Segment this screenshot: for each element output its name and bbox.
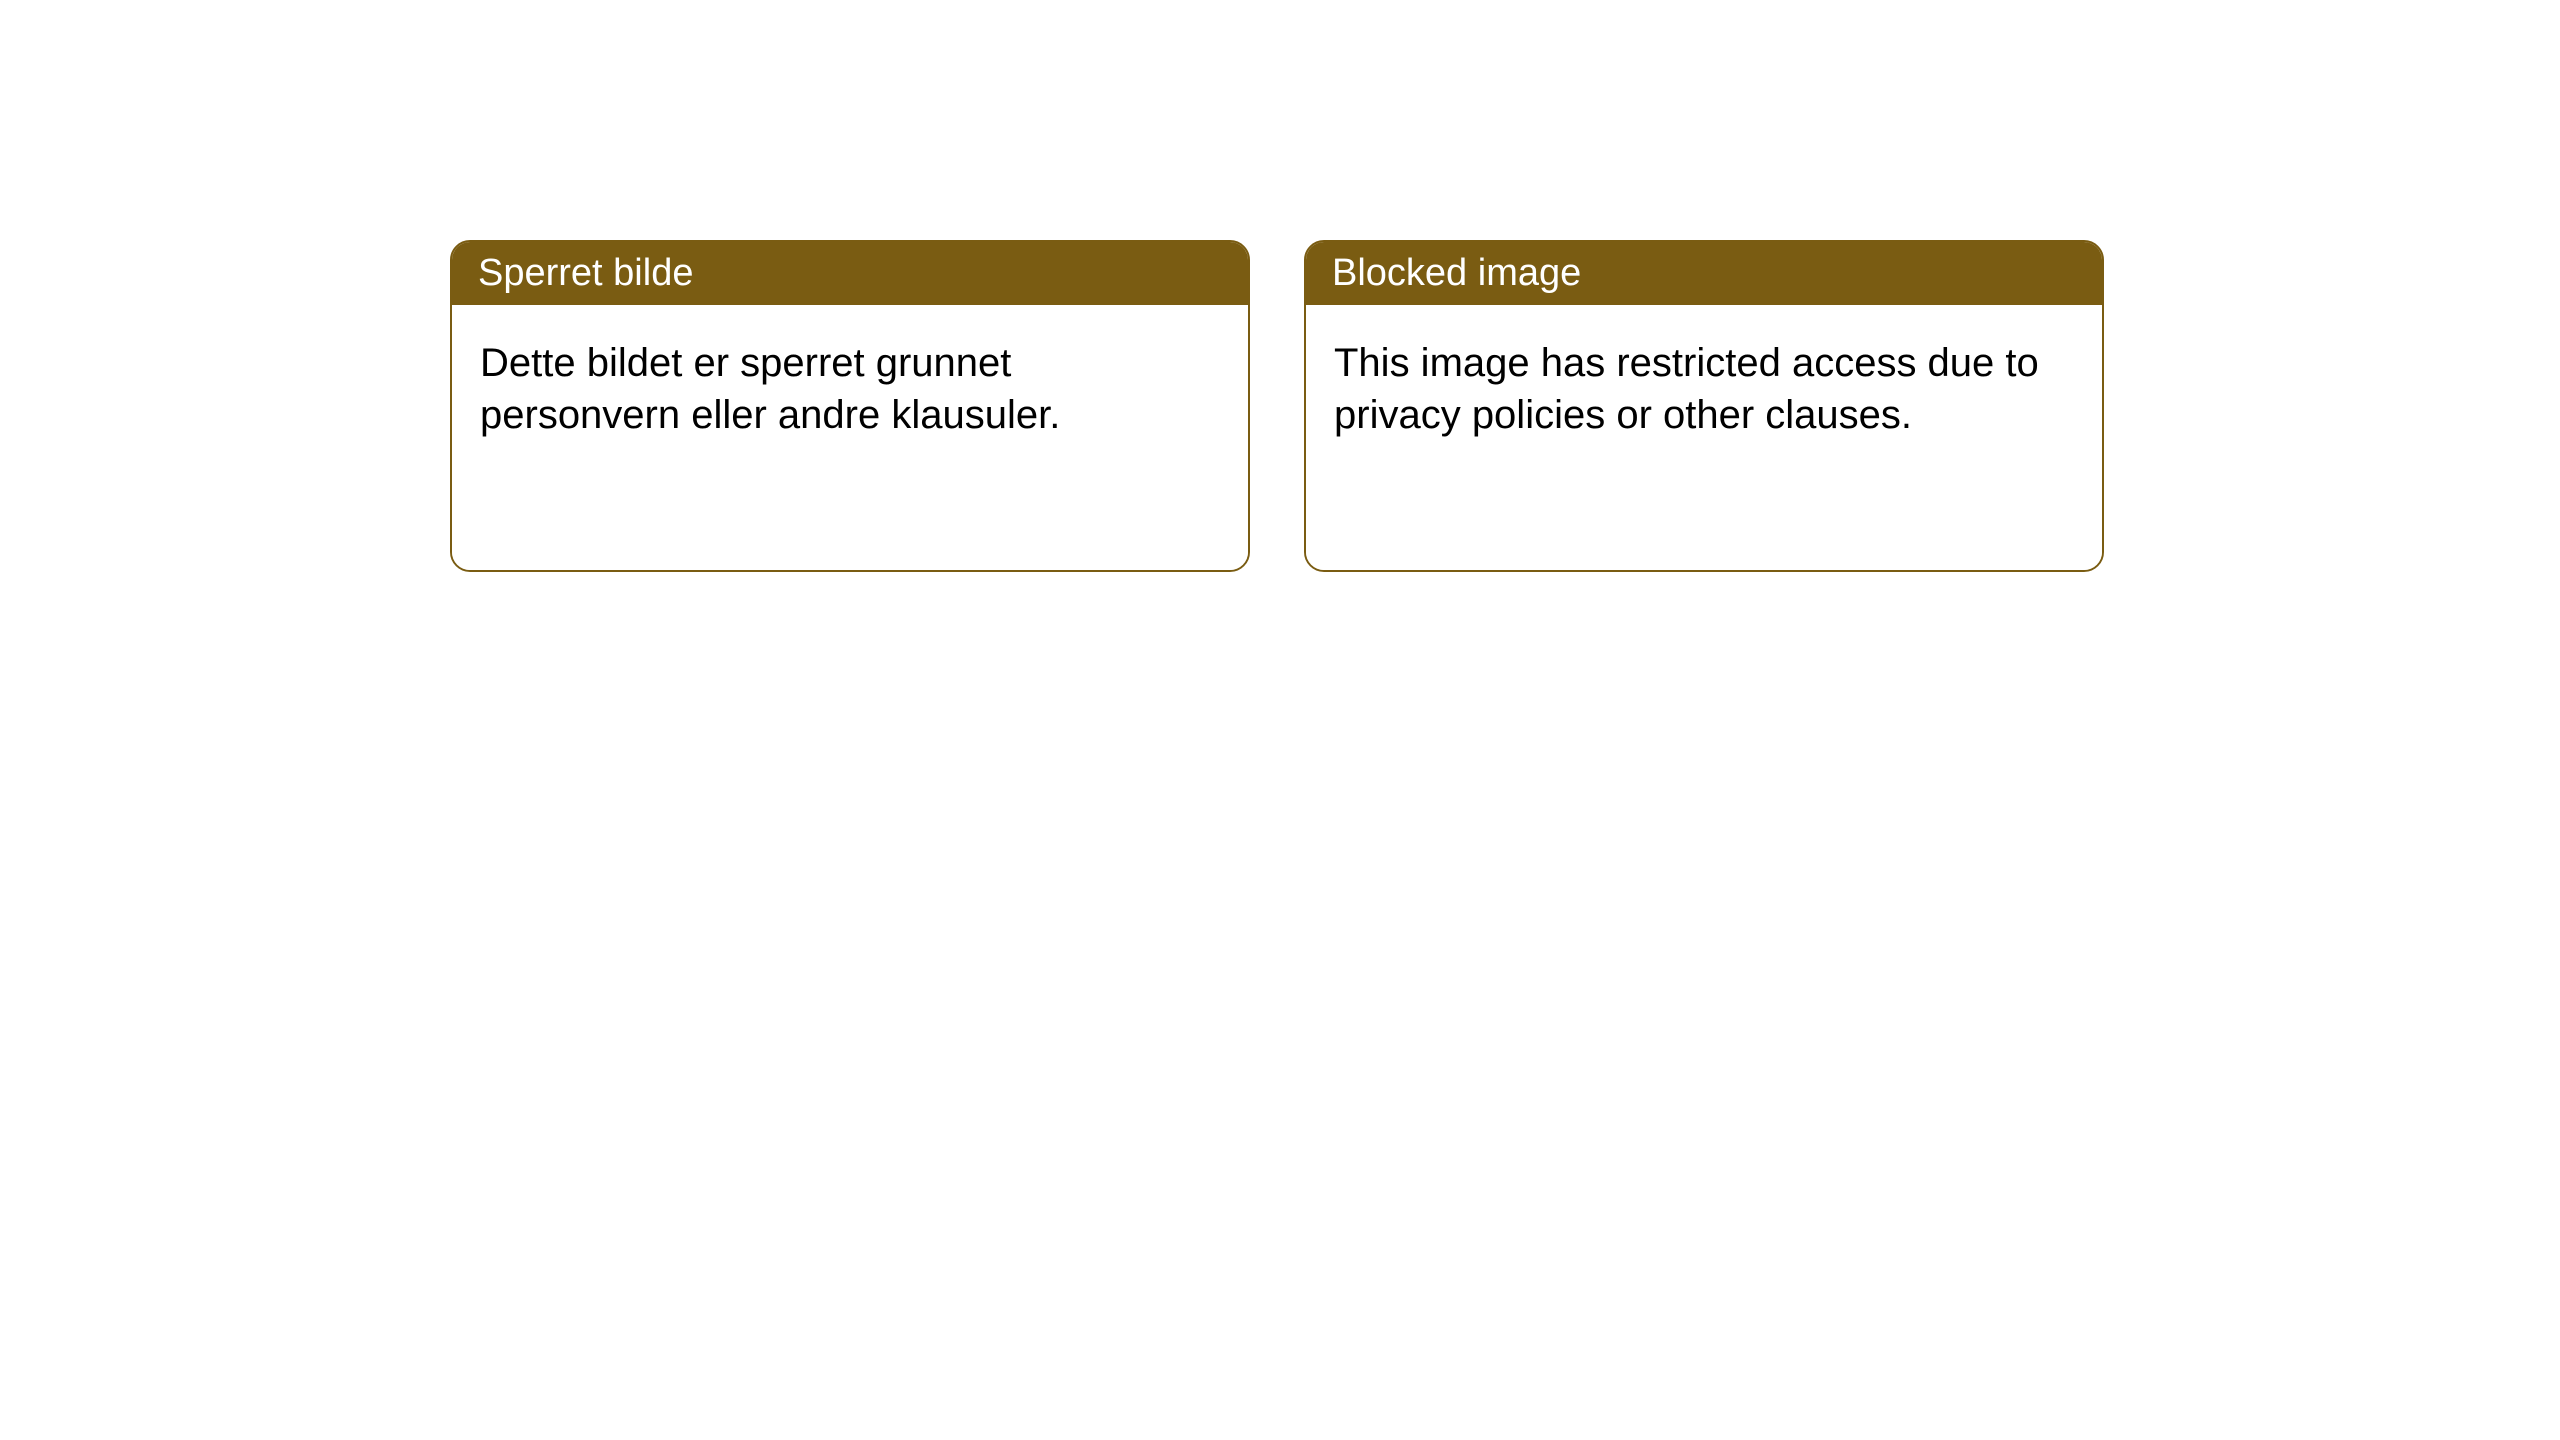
notice-header: Blocked image <box>1306 242 2102 305</box>
notice-body-text: Dette bildet er sperret grunnet personve… <box>480 341 1060 437</box>
notice-title: Sperret bilde <box>478 252 693 294</box>
notice-body: Dette bildet er sperret grunnet personve… <box>452 305 1248 570</box>
notice-card-norwegian: Sperret bilde Dette bildet er sperret gr… <box>450 240 1250 572</box>
notice-title: Blocked image <box>1332 252 1581 294</box>
notice-container: Sperret bilde Dette bildet er sperret gr… <box>450 240 2104 572</box>
notice-card-english: Blocked image This image has restricted … <box>1304 240 2104 572</box>
notice-body: This image has restricted access due to … <box>1306 305 2102 570</box>
notice-body-text: This image has restricted access due to … <box>1334 341 2039 437</box>
notice-header: Sperret bilde <box>452 242 1248 305</box>
